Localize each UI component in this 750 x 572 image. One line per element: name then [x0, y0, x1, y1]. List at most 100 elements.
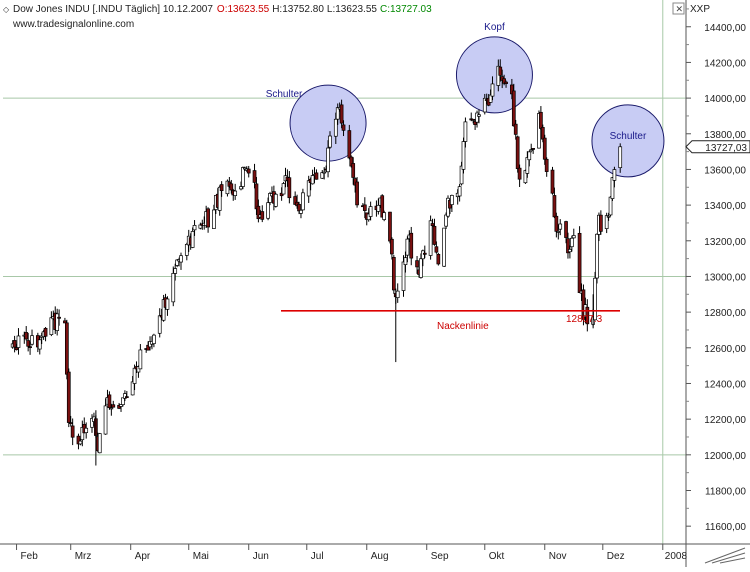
- candle-body: [26, 340, 31, 347]
- candle-body: [550, 169, 555, 194]
- candle-body: [430, 223, 435, 226]
- open-text: O:13623.55: [217, 4, 270, 15]
- y-tick-label: 12400,00: [704, 379, 746, 390]
- y-tick-label: 13000,00: [704, 272, 746, 283]
- x-tick-label: Mai: [193, 551, 209, 562]
- x-tick-label: Okt: [489, 551, 505, 562]
- candle-body: [450, 195, 454, 205]
- candle-body: [254, 183, 259, 210]
- candle-body: [355, 181, 359, 206]
- candle-body: [419, 258, 423, 278]
- y-tick-label: 11800,00: [705, 486, 746, 497]
- candle-body: [66, 371, 71, 423]
- right-shoulder-label: Schulter: [610, 131, 647, 142]
- x-tick-label: Nov: [549, 551, 567, 562]
- candle-body: [595, 233, 599, 279]
- candle-body: [206, 208, 210, 228]
- candle-body: [401, 261, 406, 291]
- candle-body: [28, 346, 32, 349]
- candle-body: [444, 214, 448, 227]
- candle-body: [568, 249, 572, 253]
- candle-body: [599, 214, 603, 232]
- candle-body: [612, 169, 617, 181]
- candle-body: [322, 171, 327, 174]
- y-tick-label: 11600,00: [705, 522, 746, 533]
- candle-body: [347, 130, 352, 159]
- candle-body: [14, 347, 19, 351]
- candle-body: [391, 257, 396, 291]
- candle-body: [606, 215, 611, 218]
- collapse-arrow-icon[interactable]: ◇: [3, 5, 10, 14]
- candle-body: [30, 335, 34, 345]
- left-shoulder-label: Schulter: [266, 89, 303, 100]
- panel-label: XXP: [690, 4, 710, 15]
- candle-body: [233, 190, 238, 196]
- candle-body: [273, 193, 278, 207]
- candle-body: [608, 196, 613, 216]
- candle-body: [542, 137, 547, 160]
- neckline-label: Nackenlinie: [437, 321, 489, 332]
- candle-body: [152, 334, 156, 344]
- candle-body: [192, 225, 197, 231]
- candle-body: [212, 209, 216, 229]
- candle-body: [362, 204, 367, 211]
- candle-body: [477, 114, 481, 117]
- candle-body: [301, 192, 305, 211]
- candle-body: [436, 253, 441, 265]
- candle-body: [190, 231, 195, 248]
- candle-body: [260, 211, 265, 220]
- x-tick-label: Jun: [253, 551, 269, 562]
- candle-body: [246, 168, 251, 174]
- x-tick-label: 2008: [665, 551, 688, 562]
- candle-body: [577, 232, 582, 293]
- candle-body: [297, 203, 301, 212]
- candle-body: [241, 167, 245, 187]
- candle-body: [109, 407, 114, 410]
- candle-body: [388, 211, 392, 242]
- candle-body: [121, 397, 125, 405]
- candle-body: [554, 215, 559, 232]
- x-tick-label: Mrz: [75, 551, 92, 562]
- candle-body: [527, 151, 532, 161]
- header-info: Dow Jones INDU [.INDU Täglich] 10.12.200…: [13, 4, 432, 15]
- candle-body: [531, 148, 535, 150]
- candle-body: [78, 440, 83, 445]
- candle-body: [482, 97, 487, 113]
- last-value-box: [685, 140, 750, 154]
- candle-body: [459, 165, 464, 185]
- neckline-value-label: 12807.3: [566, 314, 603, 325]
- y-tick-label: 13400,00: [704, 201, 746, 212]
- candle-body: [103, 405, 108, 435]
- candle-body: [558, 223, 563, 230]
- x-tick-label: Sep: [431, 551, 449, 562]
- chart-header: ◇ Dow Jones INDU [.INDU Täglich] 10.12.2…: [3, 2, 710, 30]
- x-tick-label: Apr: [135, 551, 151, 562]
- last-value-label: 13727,03: [705, 143, 747, 154]
- y-tick-label: 14400,00: [704, 23, 746, 34]
- y-tick-label: 12600,00: [704, 344, 746, 355]
- candle-body: [333, 118, 338, 137]
- y-tick-label: 12200,00: [704, 415, 746, 426]
- candle-body: [604, 215, 609, 229]
- candle-body: [310, 175, 315, 185]
- candle-body: [12, 340, 17, 348]
- y-tick-label: 12800,00: [704, 308, 746, 319]
- candle-body: [299, 209, 303, 214]
- annotation-layer: Schulter Kopf Schulter Nackenlinie 12807.3: [266, 22, 647, 332]
- candle-body: [461, 141, 466, 170]
- candle-body: [517, 167, 522, 180]
- candle-body: [564, 221, 568, 238]
- resize-grip[interactable]: [704, 547, 746, 564]
- panel-close-button[interactable]: [672, 2, 685, 15]
- candle-body: [382, 212, 387, 220]
- y-tick-label: 14200,00: [704, 58, 746, 69]
- candle-body: [326, 147, 330, 173]
- candle-body: [539, 111, 543, 129]
- x-tick-label: Aug: [371, 551, 389, 562]
- candle-body: [421, 250, 425, 260]
- head-circle: [455, 36, 533, 114]
- candle-body: [219, 184, 224, 192]
- candle-body: [84, 427, 89, 433]
